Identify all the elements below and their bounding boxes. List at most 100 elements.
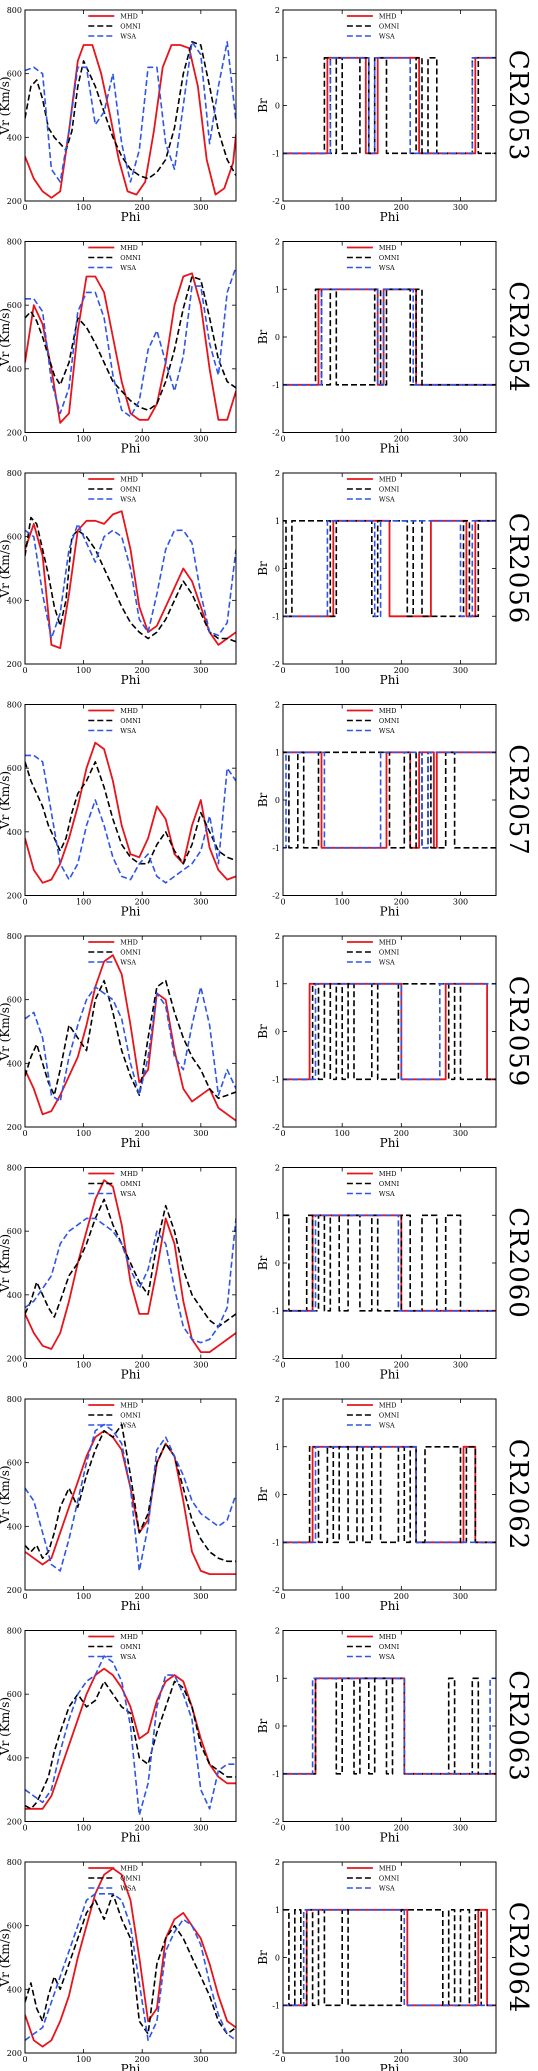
series-line-omni xyxy=(283,288,496,386)
legend-entry-omni: OMNI xyxy=(120,717,141,725)
velocity-plot-frame xyxy=(24,1398,237,1591)
series-line-omni xyxy=(283,56,496,155)
y-tick-label: 400 xyxy=(7,133,22,142)
rotation-label: CR2064 xyxy=(503,1902,533,2014)
x-tick-label: 200 xyxy=(394,1824,409,1833)
x-tick-label: 300 xyxy=(453,203,468,212)
series-line-wsa xyxy=(283,1677,496,1775)
series-line-omni xyxy=(25,516,236,643)
legend-entry-wsa: WSA xyxy=(379,1422,395,1430)
x-tick-label: 0 xyxy=(280,1129,285,1138)
series-line-mhd xyxy=(283,56,496,155)
y-tick-label: 2 xyxy=(275,1395,280,1404)
legend-entry-wsa: WSA xyxy=(120,1422,136,1430)
x-axis-title: Phi xyxy=(121,673,141,687)
x-axis-title: Phi xyxy=(121,2062,141,2071)
x-tick-label: 200 xyxy=(135,1824,150,1833)
x-axis-title: Phi xyxy=(121,905,141,919)
velocity-series-group xyxy=(25,1179,236,1353)
y-tick-label: 2 xyxy=(275,469,280,478)
field-series-group xyxy=(283,1214,496,1312)
x-axis-title: Phi xyxy=(380,673,400,687)
x-axis-title: Phi xyxy=(380,442,400,456)
y-tick-label: 0 xyxy=(275,333,280,342)
legend-entry-wsa: WSA xyxy=(120,33,136,41)
y-tick-label: 2 xyxy=(275,701,280,710)
x-tick-label: 100 xyxy=(76,1361,91,1370)
y-tick-label: 400 xyxy=(7,828,22,837)
rotation-label: CR2054 xyxy=(503,281,533,393)
series-line-wsa xyxy=(25,1655,236,1816)
legend-entry-wsa: WSA xyxy=(120,1653,136,1661)
field-legend: MHD OMNI WSA xyxy=(346,1170,400,1198)
x-tick-label: 300 xyxy=(193,898,208,907)
x-tick-label: 100 xyxy=(335,1129,350,1138)
y-tick-label: 600 xyxy=(7,70,22,79)
x-axis-title: Phi xyxy=(121,1599,141,1613)
y-tick-label: 600 xyxy=(7,1690,22,1699)
velocity-series-group xyxy=(25,1655,236,1816)
velocity-legend: MHD OMNI WSA xyxy=(88,1633,141,1661)
y-tick-label: -1 xyxy=(272,844,280,853)
field-legend: MHD OMNI WSA xyxy=(346,244,400,272)
legend-entry-wsa: WSA xyxy=(379,33,395,41)
field-series-group xyxy=(283,751,496,849)
velocity-legend: MHD OMNI WSA xyxy=(88,244,141,272)
legend-entry-mhd: MHD xyxy=(120,244,138,252)
y-tick-label: 200 xyxy=(7,429,22,438)
x-tick-label: 200 xyxy=(135,2055,150,2064)
field-series-group xyxy=(283,288,496,386)
y-tick-label: 1 xyxy=(275,1443,280,1452)
legend-entry-wsa: WSA xyxy=(379,264,395,272)
x-tick-label: 200 xyxy=(394,1361,409,1370)
y-tick-label: 0 xyxy=(275,1954,280,1963)
x-tick-label: 100 xyxy=(76,666,91,675)
legend-entry-omni: OMNI xyxy=(120,1412,141,1420)
legend-entry-wsa: WSA xyxy=(379,1653,395,1661)
legend-entry-omni: OMNI xyxy=(379,1875,400,1883)
x-tick-label: 0 xyxy=(280,666,285,675)
y-tick-label: 1 xyxy=(275,285,280,294)
y-tick-label: 200 xyxy=(7,660,22,669)
y-tick-label: 1 xyxy=(275,1211,280,1220)
x-tick-label: 300 xyxy=(453,1129,468,1138)
x-axis-title: Phi xyxy=(380,1136,400,1150)
x-tick-label: 200 xyxy=(135,1361,150,1370)
series-line-wsa xyxy=(25,986,236,1103)
field-series-group xyxy=(283,56,496,155)
y-tick-label: 400 xyxy=(7,365,22,374)
rotation-label: CR2063 xyxy=(503,1670,533,1782)
y-tick-label: 600 xyxy=(7,301,22,310)
series-line-wsa xyxy=(25,523,236,640)
y-tick-label: 0 xyxy=(275,1259,280,1268)
field-legend: MHD OMNI WSA xyxy=(346,707,400,735)
legend-entry-mhd: MHD xyxy=(120,476,138,484)
x-tick-label: 0 xyxy=(22,2055,27,2064)
y-tick-label: 200 xyxy=(7,1818,22,1827)
x-tick-label: 0 xyxy=(280,1361,285,1370)
rotation-label: CR2062 xyxy=(503,1439,533,1551)
y-tick-label: 400 xyxy=(7,1059,22,1068)
y-tick-label: -1 xyxy=(272,381,280,390)
velocity-legend: MHD OMNI WSA xyxy=(88,13,141,41)
legend-entry-wsa: WSA xyxy=(120,264,136,272)
field-series-group xyxy=(283,982,496,1081)
x-axis-title: Phi xyxy=(121,1136,141,1150)
y-tick-label: 400 xyxy=(7,596,22,605)
y-tick-label: 0 xyxy=(275,1491,280,1500)
series-line-wsa xyxy=(283,751,496,849)
series-line-mhd xyxy=(283,751,496,849)
x-axis-title: Phi xyxy=(121,210,141,224)
x-tick-label: 0 xyxy=(22,666,27,675)
x-tick-label: 0 xyxy=(22,1592,27,1601)
series-line-wsa xyxy=(25,754,236,884)
y-tick-label: 200 xyxy=(7,1123,22,1132)
y-tick-label: 1 xyxy=(275,54,280,63)
series-line-wsa xyxy=(283,982,496,1081)
legend-entry-wsa: WSA xyxy=(379,727,395,735)
legend-entry-omni: OMNI xyxy=(379,1412,400,1420)
series-line-wsa xyxy=(283,1909,496,2007)
